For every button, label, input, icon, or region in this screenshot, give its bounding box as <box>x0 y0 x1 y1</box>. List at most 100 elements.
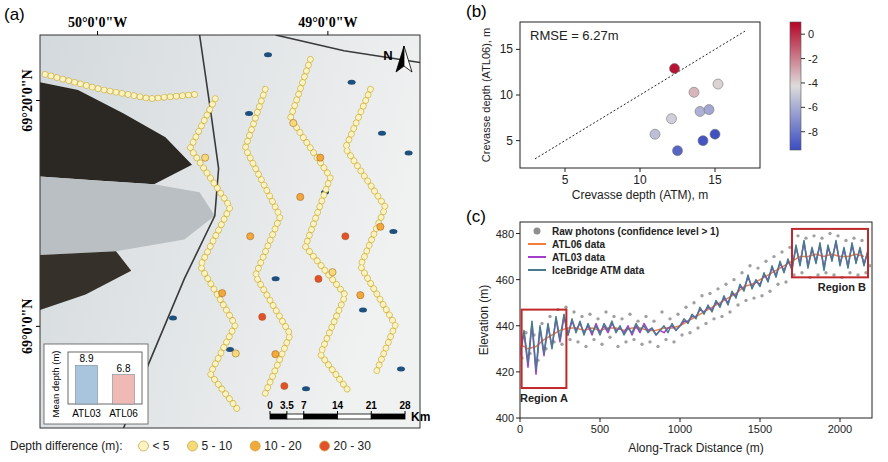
photon <box>632 338 635 341</box>
tick-label: 500 <box>591 423 609 435</box>
photon <box>648 340 651 343</box>
track <box>45 74 200 98</box>
legend-swatch <box>188 441 198 451</box>
photon <box>592 338 595 341</box>
lake <box>378 131 386 136</box>
scatter-point <box>704 105 714 115</box>
photon <box>588 313 591 316</box>
scale-segment <box>287 414 304 419</box>
scatter-point <box>695 106 705 116</box>
lake <box>348 80 356 85</box>
tick <box>516 325 520 326</box>
panel-label: (b) <box>466 2 487 21</box>
annotation: RMSE = 6.27m <box>530 28 619 43</box>
axis-title: Elevation (m) <box>477 285 491 356</box>
glacier-outline <box>276 35 420 63</box>
tick <box>516 140 520 141</box>
legend-swatch <box>528 269 546 271</box>
photon <box>620 317 623 320</box>
photon <box>728 310 731 313</box>
series-line <box>520 254 864 349</box>
bar <box>113 375 135 404</box>
tick-label: 460 <box>496 274 514 286</box>
photon <box>576 340 579 343</box>
legend-label: Raw photons (confidence level > 1) <box>552 226 719 237</box>
photon <box>700 294 703 297</box>
legend-label: ATL06 data <box>552 239 606 250</box>
scatter-point <box>713 79 723 89</box>
photon <box>708 292 711 295</box>
lake <box>397 367 405 372</box>
legend-label: < 5 <box>153 439 170 453</box>
tick <box>760 418 761 422</box>
depth-point <box>329 269 336 276</box>
tick <box>516 233 520 234</box>
tick <box>516 371 520 372</box>
photon <box>776 283 779 286</box>
photon <box>560 343 563 346</box>
photon <box>680 333 683 336</box>
photon <box>684 306 687 309</box>
scatter-point <box>710 129 720 139</box>
photon <box>804 236 807 239</box>
photon <box>852 236 855 239</box>
inset-frame <box>68 352 142 404</box>
lake <box>264 52 272 57</box>
photon <box>716 287 719 290</box>
photon <box>820 236 823 239</box>
photon <box>664 338 667 341</box>
photon <box>760 294 763 297</box>
tick-label: 440 <box>496 320 514 332</box>
photon <box>744 299 747 302</box>
track <box>345 89 395 374</box>
photon <box>704 322 707 325</box>
axis-title: Crevasse depth (ATM), m <box>572 188 708 202</box>
scale-label: 21 <box>366 400 378 411</box>
photon <box>784 280 787 283</box>
tick-label: 49°0'0"W <box>298 15 357 30</box>
photon <box>596 317 599 320</box>
scatter-marks <box>535 31 745 159</box>
tick <box>565 168 566 172</box>
photon <box>624 340 627 343</box>
legend-swatch <box>528 243 546 245</box>
photon <box>768 289 771 292</box>
scale-tick <box>270 411 271 414</box>
scatter-point <box>689 87 699 97</box>
panel-label: (a) <box>4 5 25 24</box>
scale-tick <box>405 411 406 414</box>
axis-title: Crevasse depth (ATL06), m <box>480 28 492 162</box>
line-marks <box>520 232 872 374</box>
legend-swatch <box>534 228 541 235</box>
tick <box>97 31 98 35</box>
tick-label: 0 <box>517 423 523 435</box>
tick-label: 50°0'0"W <box>68 15 127 30</box>
tick-label: 15 <box>708 173 722 187</box>
lake <box>302 386 310 391</box>
plot-frame <box>520 222 872 418</box>
legend-label: 5 - 10 <box>202 439 233 453</box>
lake <box>405 150 413 155</box>
photon <box>824 271 827 274</box>
tick-label: 5 <box>562 173 569 187</box>
map-area <box>40 35 420 428</box>
colorbar-tick <box>801 107 805 108</box>
tick <box>36 100 40 101</box>
track <box>290 59 350 393</box>
photon <box>720 315 723 318</box>
scale-tick <box>286 411 287 414</box>
north-arrow <box>404 46 412 72</box>
tick <box>600 418 601 422</box>
track <box>245 89 290 393</box>
tick-label: 1000 <box>668 423 692 435</box>
inset-box <box>44 344 148 424</box>
photon <box>752 296 755 299</box>
photon <box>692 301 695 304</box>
tick-label: 400 <box>496 412 514 424</box>
photon <box>612 315 615 318</box>
photon <box>660 310 663 313</box>
data-label: 6.8 <box>117 363 131 374</box>
photon <box>832 273 835 276</box>
scatter-point <box>673 146 683 156</box>
scale-label: 7 <box>301 400 307 411</box>
